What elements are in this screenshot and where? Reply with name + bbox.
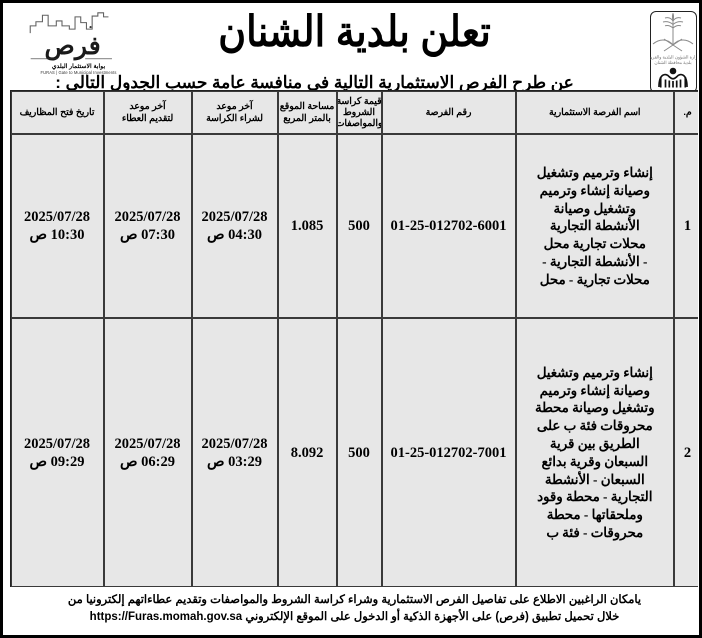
svg-text:وزارة الشؤون البلدية والقروية: وزارة الشؤون البلدية والقروية bbox=[650, 54, 696, 59]
svg-text:فرص: فرص bbox=[44, 34, 100, 61]
svg-text:بلدية محافظة الشنان: بلدية محافظة الشنان bbox=[654, 60, 691, 65]
